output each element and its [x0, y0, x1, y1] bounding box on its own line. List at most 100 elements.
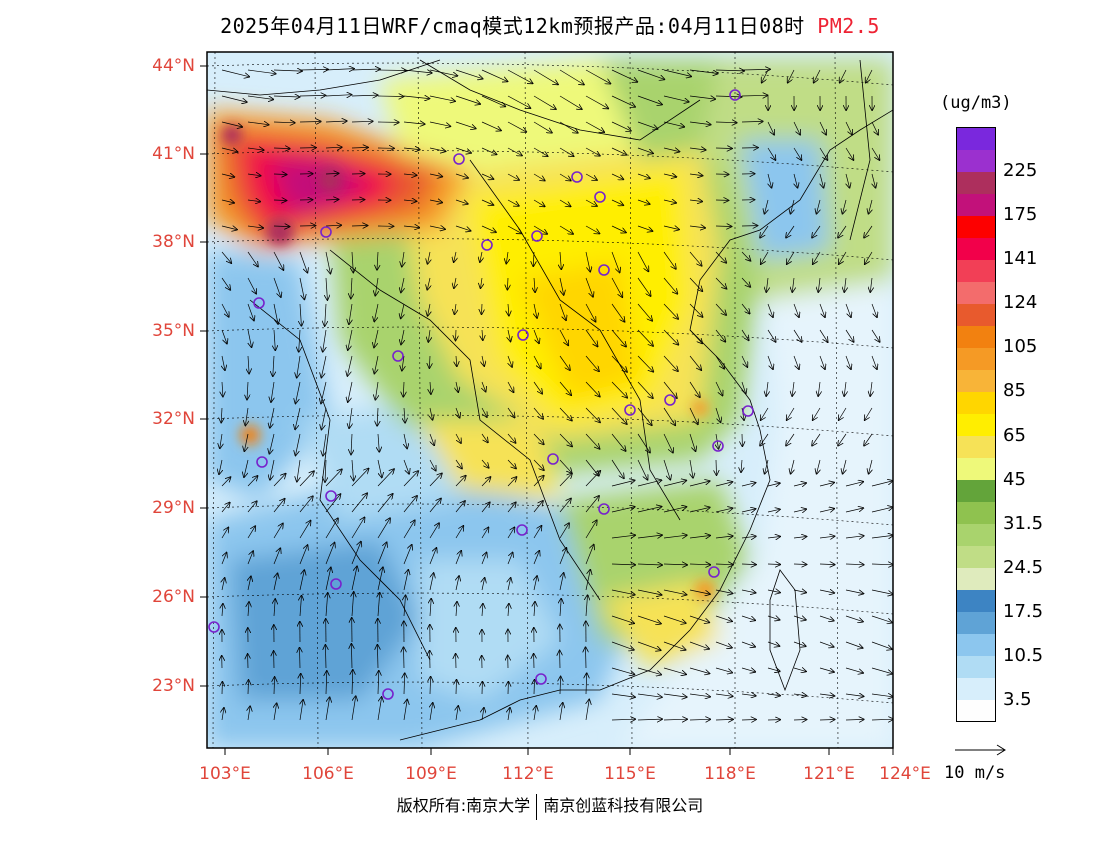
wind-arrow [871, 535, 893, 538]
wind-arrow [819, 147, 827, 160]
wind-arrow [663, 719, 687, 720]
wind-arrow [611, 459, 624, 478]
wind-arrow [637, 719, 662, 720]
wind-arrow [482, 355, 484, 366]
wind-arrow [322, 407, 327, 429]
wind-arrow [507, 459, 516, 468]
wind-arrow [585, 303, 596, 322]
wind-arrow [793, 303, 799, 317]
wind-arrow [715, 355, 724, 369]
colorbar-tick-label: 225 [1003, 160, 1038, 182]
wind-arrow [533, 199, 545, 206]
wind-arrow [864, 433, 873, 446]
wind-arrow [221, 200, 234, 203]
wind-arrow [611, 277, 622, 297]
wind-arrow [560, 573, 564, 591]
wind-arrow [533, 225, 547, 234]
wind-arrow [585, 329, 598, 346]
wind-arrow [429, 474, 442, 487]
wind-arrow [637, 589, 662, 595]
wind-arrow [819, 615, 834, 621]
colorbar-bin [956, 479, 996, 503]
wind-arrow [869, 199, 873, 214]
wind-arrow [428, 251, 431, 264]
wind-arrow [481, 69, 507, 81]
wind-arrow [819, 667, 834, 672]
wind-arrow [247, 476, 258, 487]
wind-arrow [559, 499, 571, 513]
title-main: 2025年04月11日WRF/cmaq模式12km预报产品:04月11日08时 [220, 14, 805, 38]
wind-arrow [663, 251, 676, 269]
wind-arrow [715, 719, 733, 720]
wind-arrow [297, 459, 300, 482]
wind-arrow [741, 590, 756, 593]
wind-arrow [637, 147, 653, 153]
colorbar-bin [956, 523, 996, 547]
wind-arrow [689, 329, 702, 343]
wind-arrow [244, 459, 249, 477]
wind-arrow [533, 381, 542, 394]
wind-arrow [351, 644, 352, 669]
wind-arrow [663, 95, 689, 102]
wind-arrow [221, 303, 229, 317]
wind-arrow [481, 225, 496, 232]
wind-arrow [793, 121, 800, 135]
wind-arrow [352, 592, 354, 617]
wind-arrow [533, 355, 541, 368]
wind-arrow [429, 174, 442, 177]
wind-arrow [715, 536, 733, 538]
lon-label-112: 112°E [502, 764, 554, 784]
wind-arrow [456, 381, 458, 392]
wind-arrow [760, 433, 769, 446]
wind-arrow [839, 251, 847, 264]
wind-arrow [715, 381, 723, 395]
wind-arrow [351, 69, 380, 70]
wind-arrow [793, 720, 806, 721]
wind-arrow [247, 251, 258, 266]
wind-arrow [247, 501, 257, 513]
colorbar-tick-label: 141 [1003, 248, 1038, 270]
wind-arrow [351, 433, 352, 454]
city-station-marker [664, 394, 676, 406]
wind-arrow [404, 673, 405, 695]
wind-arrow [377, 567, 383, 591]
wind-arrow [865, 251, 873, 264]
wind-arrow [864, 225, 873, 238]
wind-arrow [663, 303, 678, 319]
wind-arrow [508, 708, 510, 721]
wind-reference-arrow [955, 744, 1006, 756]
wind-arrow [585, 496, 599, 513]
wind-vectors [219, 69, 893, 720]
lat-label-44: 44°N [152, 56, 195, 76]
wind-arrow [689, 719, 710, 720]
wind-arrow [559, 147, 574, 156]
colorbar-bin [956, 655, 996, 679]
wind-arrow [295, 407, 301, 429]
wind-arrow [403, 70, 432, 73]
wind-arrow [845, 303, 851, 317]
wind-arrow [637, 251, 648, 271]
wind-arrow [377, 96, 403, 97]
wind-arrow [455, 200, 468, 204]
wind-arrow [430, 381, 431, 394]
city-station-marker [253, 297, 265, 309]
wind-arrow [273, 251, 283, 270]
wind-arrow [845, 329, 854, 342]
wind-arrow [586, 673, 587, 695]
wind-arrow [375, 277, 378, 296]
wind-arrow [767, 537, 780, 539]
wind-arrow [508, 303, 509, 316]
wind-arrow [533, 147, 548, 156]
colorbar-bin [956, 347, 996, 370]
wind-arrow [819, 536, 834, 538]
wind-arrow [481, 477, 490, 487]
wind-arrow [321, 381, 327, 403]
wind-arrow [611, 69, 637, 82]
wind-arrow [222, 381, 223, 396]
wind-arrow [429, 499, 441, 513]
wind-arrow [689, 277, 702, 291]
wind-arrow [403, 226, 419, 228]
wind-arrow [456, 602, 457, 617]
wind-arrow [351, 696, 356, 721]
wind-arrow [325, 251, 330, 273]
